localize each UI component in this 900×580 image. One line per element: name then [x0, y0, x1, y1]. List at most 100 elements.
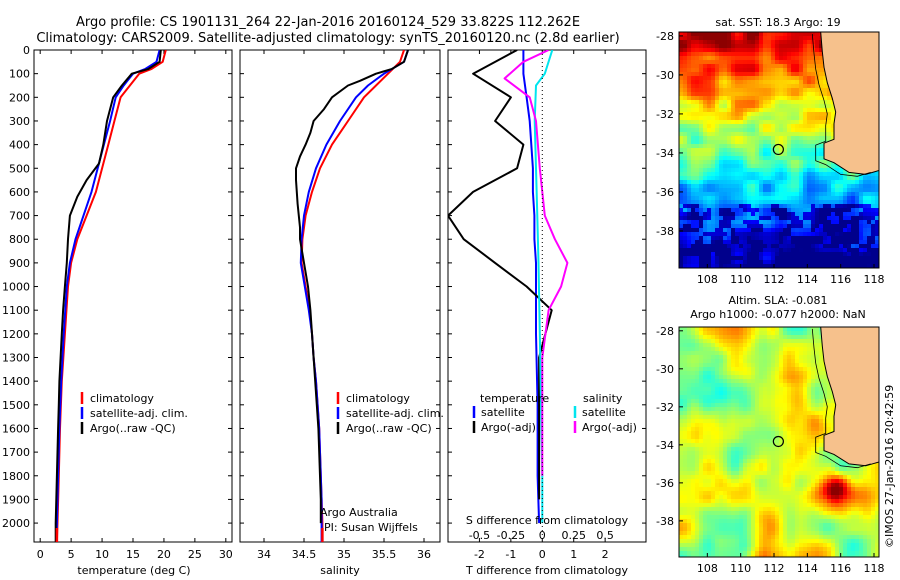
land-mass [820, 327, 879, 467]
legend-title-temperature: temperature [480, 392, 549, 405]
x-tick-label: 20 [157, 548, 171, 561]
map-field [679, 32, 879, 268]
altim-map-subtitle: Argo h1000: -0.077 h2000: NaN [690, 308, 866, 321]
shelf-contour [811, 33, 871, 177]
s-tick-label: 0.5 [596, 529, 614, 542]
x-tick-label: 1 [570, 548, 577, 561]
series-t-argo-adj [448, 50, 553, 500]
y-tick-label: 1200 [2, 328, 30, 341]
map-frame [678, 326, 880, 558]
map-frame [678, 31, 880, 269]
x-tick-label: 0 [539, 548, 546, 561]
series-group [295, 50, 409, 542]
y-tick-label: 1500 [2, 399, 30, 412]
s-tick-label: -0.25 [497, 529, 525, 542]
series-t-satellite [522, 50, 541, 524]
salinity-note-argo-australia: Argo Australia [320, 506, 398, 519]
legend-label-satellite: satellite-adj. clim. [346, 407, 444, 420]
legend-label-argo: Argo(..raw -QC) [90, 422, 176, 435]
argo-position-marker [772, 435, 784, 448]
map-x-tick-label: 118 [864, 562, 885, 575]
y-tick-label: 1700 [2, 446, 30, 459]
y-tick-label: 1800 [2, 470, 30, 483]
y-tick-label: 1600 [2, 422, 30, 435]
map-x-tick-label: 116 [830, 562, 851, 575]
difference-panel-frame [447, 49, 647, 543]
legend-label-t-argo: Argo(-adj) [481, 421, 536, 434]
s-tick-label: 0 [539, 529, 546, 542]
difference-plot: -2 -1 0 1 2 -0.5 -0.25 0 0.25 0.5 [448, 49, 646, 561]
map-y-tick-label: -34 [656, 439, 674, 452]
x-tick-label: 35 [337, 548, 351, 561]
series-group [54, 50, 167, 542]
y-tick-label: 300 [9, 115, 30, 128]
x-tick-label: 15 [126, 548, 140, 561]
salinity-plot: 34 34.5 35 35.5 36 [240, 49, 440, 561]
y-tick-label: 1100 [2, 304, 30, 317]
argo-position-marker [772, 143, 784, 156]
series-s-argo-adj [503, 50, 569, 476]
map-y-tick-label: -32 [656, 108, 674, 121]
imos-timestamp: ©IMOS 27-Jan-2016 20:42:59 [883, 385, 896, 548]
legend-title-salinity: salinity [583, 392, 623, 405]
y-tick-label: 700 [9, 210, 30, 223]
map-x-tick-label: 108 [697, 273, 718, 286]
x-tick-label: -2 [474, 548, 485, 561]
difference-xlabel-top: S difference from climatology [466, 514, 629, 527]
map-x-tick-label: 118 [864, 273, 885, 286]
x-tick-label: 34 [257, 548, 271, 561]
map-y-tick-label: -34 [656, 147, 674, 160]
temperature-xlabel: temperature (deg C) [77, 564, 190, 577]
x-tick-label: -1 [505, 548, 516, 561]
y-tick-label: 1000 [2, 281, 30, 294]
map-y-tick-label: -36 [656, 186, 674, 199]
series-group [448, 50, 569, 524]
series-argo-raw-qc [54, 50, 162, 542]
difference-legend: temperature salinity satellite Argo(-adj… [472, 392, 637, 434]
salinity-xlabel: salinity [320, 564, 360, 577]
y-tick-label: 0 [23, 44, 30, 57]
map-y-tick-label: -38 [656, 225, 674, 238]
map-x-tick-label: 110 [730, 562, 751, 575]
map-y-tick-label: -36 [656, 477, 674, 490]
x-tick-label: 10 [95, 548, 109, 561]
difference-xlabel: T difference from climatology [465, 564, 628, 577]
x-tick-label: 25 [188, 548, 202, 561]
y-tick-label: 200 [9, 91, 30, 104]
map-x-tick-label: 114 [797, 273, 818, 286]
map-y-tick-label: -30 [656, 363, 674, 376]
x-tick-label: 2 [602, 548, 609, 561]
map-y-tick-label: -38 [656, 515, 674, 528]
map-y-tick-label: -28 [656, 30, 674, 43]
y-tick-label: 1300 [2, 352, 30, 365]
x-tick-label: 36 [417, 548, 431, 561]
salinity-legend: climatology satellite-adj. clim. Argo(..… [320, 392, 444, 534]
header-title-line2: Climatology: CARS2009. Satellite-adjuste… [36, 31, 619, 46]
map-y-tick-label: -30 [656, 69, 674, 82]
y-tick-label: 2000 [2, 517, 30, 530]
temperature-legend: climatology satellite-adj. clim. Argo(..… [80, 392, 188, 435]
x-tick-label: 0 [37, 548, 44, 561]
land-mass [820, 32, 879, 175]
legend-label-climatology: climatology [90, 392, 154, 405]
shelf-contour [811, 328, 871, 469]
map-x-tick-label: 116 [830, 273, 851, 286]
map-field [679, 327, 879, 557]
legend-label-satellite: satellite-adj. clim. [90, 407, 188, 420]
salinity-panel-frame [239, 49, 441, 543]
altimetry-map: 108 110 112 114 116 118 -28 -30 -32 -34 -36 -38 [656, 325, 885, 575]
map-x-tick-label: 114 [797, 562, 818, 575]
map-x-tick-label: 108 [697, 562, 718, 575]
altim-map-title: Altim. SLA: -0.081 [728, 294, 827, 307]
map-x-tick-label: 112 [764, 273, 785, 286]
s-tick-label: -0.5 [469, 529, 490, 542]
series-argo-raw-qc [295, 50, 409, 524]
x-tick-label: 30 [219, 548, 233, 561]
x-tick-label: 34.5 [292, 548, 317, 561]
legend-label-s-satellite: satellite [582, 406, 626, 419]
y-tick-label: 800 [9, 233, 30, 246]
map-y-tick-label: -32 [656, 401, 674, 414]
legend-label-s-argo: Argo(-adj) [582, 421, 637, 434]
y-tick-label: 1900 [2, 493, 30, 506]
